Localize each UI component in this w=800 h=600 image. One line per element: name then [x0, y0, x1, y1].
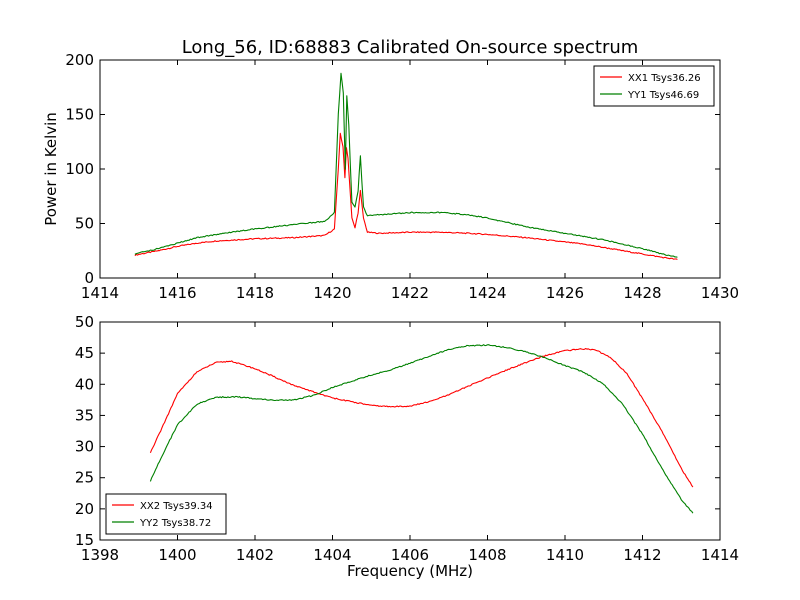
series-line-2 — [149, 344, 694, 514]
y-tick-label: 0 — [84, 269, 94, 287]
x-tick-label: 1414 — [81, 284, 119, 302]
y-tick-label: 200 — [65, 51, 94, 69]
y-tick-label: 50 — [75, 313, 94, 331]
x-tick-label: 1424 — [468, 284, 506, 302]
x-tick-label: 1428 — [623, 284, 661, 302]
legend-box — [593, 65, 715, 107]
legend-label: XX1 Tsys36.26 — [628, 73, 701, 84]
legend: XX1 Tsys36.26 YY1 Tsys46.69 — [593, 65, 715, 107]
x-tick-label: 1408 — [468, 546, 506, 564]
series-line-1 — [149, 347, 694, 488]
x-tick-label: 1410 — [546, 546, 584, 564]
y-tick-label: 15 — [75, 531, 94, 549]
y-tick-label: 45 — [75, 344, 94, 362]
y-tick-label: 35 — [75, 406, 94, 424]
x-axis-label: Frequency (MHz) — [347, 562, 473, 580]
x-tick-label: 1406 — [391, 546, 429, 564]
x-tick-label: 1426 — [546, 284, 584, 302]
bottom-chart: 1398 1400 1402 1404 1406 1408 1410 1412 1414 15 20… — [75, 313, 739, 580]
x-tick-label: 1414 — [701, 546, 739, 564]
x-tick-label: 1400 — [158, 546, 196, 564]
x-tick-label: 1430 — [701, 284, 739, 302]
x-tick-label: 1412 — [623, 546, 661, 564]
x-tick-label: 1416 — [158, 284, 196, 302]
x-tick-label: 1420 — [313, 284, 351, 302]
y-tick-label: 20 — [75, 500, 94, 518]
y-tick-label: 30 — [75, 438, 94, 456]
x-tick-label: 1398 — [81, 546, 119, 564]
series-line-2 — [134, 72, 678, 258]
x-tick-label: 1422 — [391, 284, 429, 302]
y-axis-label: Power in Kelvin — [42, 112, 60, 226]
figure-title: Long_56, ID:68883 Calibrated On-source s… — [182, 37, 639, 58]
legend-label: YY1 Tsys46.69 — [627, 90, 699, 101]
y-tick-label: 25 — [75, 469, 94, 487]
y-tick-label: 50 — [75, 215, 94, 233]
series-line-1 — [134, 132, 678, 260]
legend-label: XX2 Tsys39.34 — [140, 501, 213, 512]
x-tick-label: 1404 — [313, 546, 351, 564]
x-tick-label: 1402 — [236, 546, 274, 564]
x-tick-label: 1418 — [236, 284, 274, 302]
top-chart: 1414 1416 1418 1420 1422 1424 1426 1428 1430 0 50 1… — [42, 51, 739, 302]
y-tick-label: 40 — [75, 375, 94, 393]
legend-label: YY2 Tsys38.72 — [139, 518, 211, 529]
y-tick-label: 150 — [65, 106, 94, 124]
legend-box — [105, 493, 227, 535]
legend: XX2 Tsys39.34 YY2 Tsys38.72 — [105, 493, 227, 535]
y-tick-label: 100 — [65, 160, 94, 178]
